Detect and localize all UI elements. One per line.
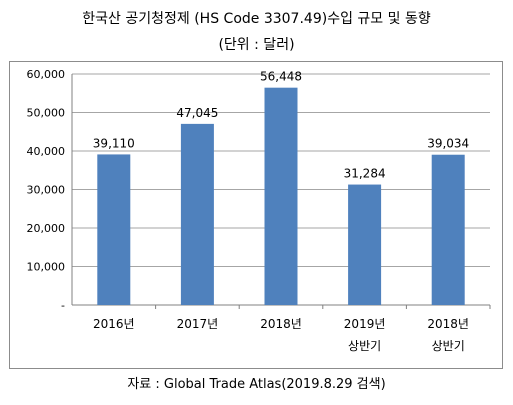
data-label: 31,284 — [344, 167, 386, 181]
data-label: 47,045 — [176, 106, 218, 120]
chart-subtitle: (단위 : 달러) — [218, 37, 295, 53]
bar — [180, 123, 214, 306]
y-tick-label: 20,000 — [27, 222, 66, 235]
data-label: 39,110 — [93, 136, 135, 150]
data-label: 39,034 — [427, 137, 469, 151]
x-tick-label: 2018년 — [427, 317, 469, 331]
chart-frame — [9, 61, 503, 369]
y-tick-label: 50,000 — [27, 107, 66, 120]
y-tick-label: 60,000 — [27, 68, 66, 81]
bar — [264, 87, 298, 305]
x-tick-label: 2016년 — [93, 317, 135, 331]
bar — [97, 154, 131, 305]
x-tick-label: 2019년 — [344, 317, 386, 331]
y-tick-label: 10,000 — [27, 261, 66, 274]
y-tick-label: - — [61, 299, 65, 312]
x-tick-label: 상반기 — [432, 339, 465, 353]
y-tick-label: 40,000 — [27, 145, 66, 158]
chart-title: 한국산 공기청정제 (HS Code 3307.49)수입 규모 및 동향 — [82, 11, 431, 27]
bar — [431, 154, 465, 305]
bar — [348, 184, 382, 305]
source-note: 자료 : Global Trade Atlas(2019.8.29 검색) — [127, 377, 386, 392]
x-tick-label: 상반기 — [348, 339, 381, 353]
x-tick-label: 2017년 — [177, 317, 219, 331]
data-label: 56,448 — [260, 70, 302, 84]
y-tick-label: 30,000 — [27, 184, 66, 197]
x-tick-label: 2018년 — [260, 317, 302, 331]
